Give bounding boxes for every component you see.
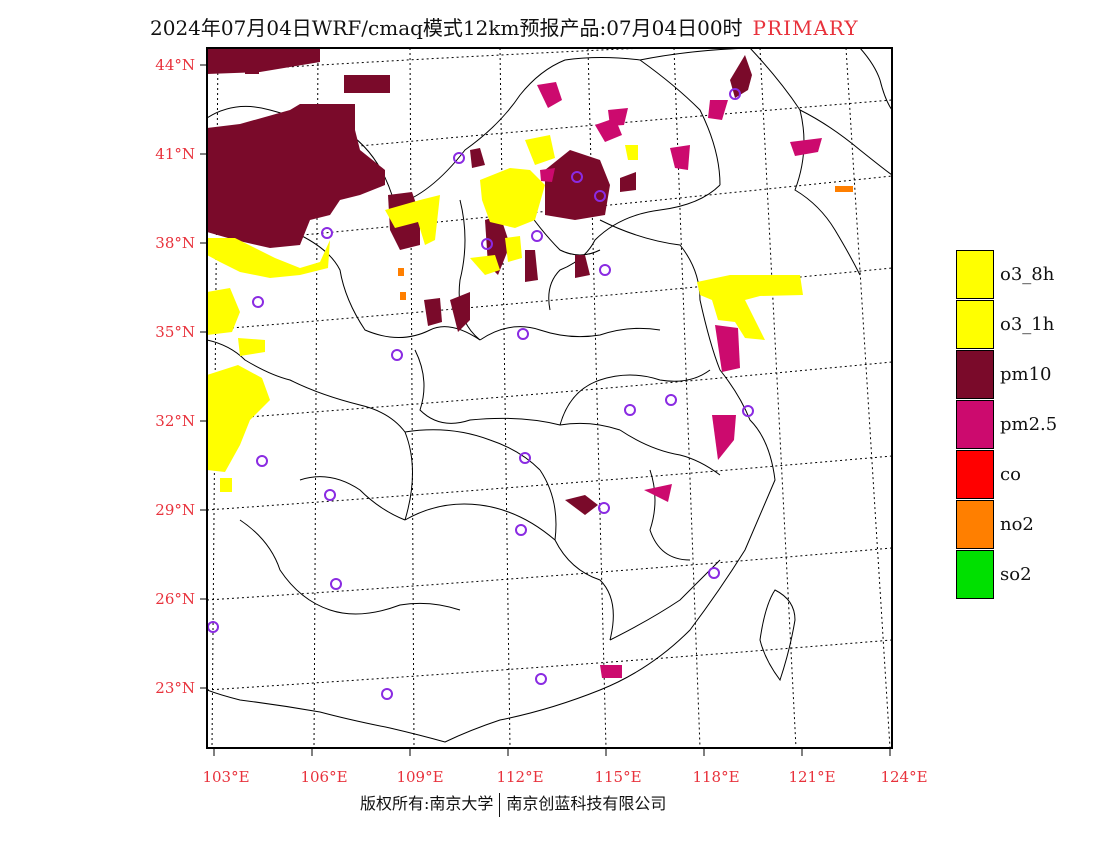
lat-label-26: 26°N — [155, 590, 195, 608]
legend-item-pm2.5: pm2.5 — [956, 400, 1100, 450]
lon-label-124: 124°E — [880, 768, 927, 786]
lat-label-44: 44°N — [155, 56, 195, 74]
longitude-labels: 103°E 106°E 109°E 112°E 115°E 118°E 121°… — [202, 768, 927, 786]
legend-label: so2 — [1000, 564, 1032, 585]
copyright-separator — [499, 792, 501, 817]
legend-swatch — [956, 300, 994, 349]
copyright-owner: 版权所有:南京大学 — [360, 794, 494, 813]
primary-pollutant-tag: PRIMARY — [752, 16, 859, 40]
lat-label-23: 23°N — [155, 679, 195, 697]
copyright-company: 南京创蓝科技有限公司 — [506, 794, 667, 813]
legend-label: pm2.5 — [1000, 414, 1058, 435]
legend-swatch — [956, 550, 994, 599]
o3-areas — [207, 135, 803, 492]
map-plot-area — [207, 48, 892, 748]
legend-swatch — [956, 250, 994, 299]
legend-label: no2 — [1000, 514, 1034, 535]
legend-label: co — [1000, 464, 1021, 485]
lat-label-29: 29°N — [155, 501, 195, 519]
lon-label-109: 109°E — [396, 768, 443, 786]
lat-label-38: 38°N — [155, 234, 195, 252]
longitude-ticks — [213, 748, 891, 756]
legend-label: pm10 — [1000, 364, 1052, 385]
legend-item-o3-8h: o3_8h — [956, 250, 1100, 300]
lon-label-103: 103°E — [202, 768, 249, 786]
legend-swatch — [956, 350, 994, 399]
lat-label-41: 41°N — [155, 145, 195, 163]
legend-label: o3_8h — [1000, 264, 1055, 285]
lon-label-115: 115°E — [594, 768, 641, 786]
pm2.5-areas — [537, 82, 822, 678]
map-frame — [206, 47, 893, 749]
legend-item-o3-1h: o3_1h — [956, 300, 1100, 350]
legend-swatch — [956, 450, 994, 499]
pollutant-legend: o3_8h o3_1h pm10 pm2.5 co no2 so2 — [956, 250, 1100, 600]
lon-label-106: 106°E — [300, 768, 347, 786]
latitude-ticks — [200, 64, 207, 689]
legend-swatch — [956, 400, 994, 449]
lat-label-32: 32°N — [155, 412, 195, 430]
legend-item-pm10: pm10 — [956, 350, 1100, 400]
legend-item-no2: no2 — [956, 500, 1100, 550]
lat-label-35: 35°N — [155, 323, 195, 341]
title-text: 2024年07月04日WRF/cmaq模式12km预报产品:07月04日00时 — [150, 16, 743, 40]
pm10-areas — [207, 48, 752, 515]
lon-label-118: 118°E — [692, 768, 739, 786]
lon-label-112: 112°E — [496, 768, 543, 786]
legend-item-so2: so2 — [956, 550, 1100, 600]
lon-label-121: 121°E — [788, 768, 835, 786]
map-title: 2024年07月04日WRF/cmaq模式12km预报产品:07月04日00时 P… — [150, 12, 1000, 40]
latitude-labels: 44°N 41°N 38°N 35°N 32°N 29°N 26°N 23°N — [155, 56, 195, 697]
legend-swatch — [956, 500, 994, 549]
copyright-footer: 版权所有:南京大学 南京创蓝科技有限公司 — [360, 790, 666, 817]
legend-item-co: co — [956, 450, 1100, 500]
legend-label: o3_1h — [1000, 314, 1055, 335]
no2-areas — [398, 186, 853, 300]
monitoring-stations — [207, 88, 754, 700]
